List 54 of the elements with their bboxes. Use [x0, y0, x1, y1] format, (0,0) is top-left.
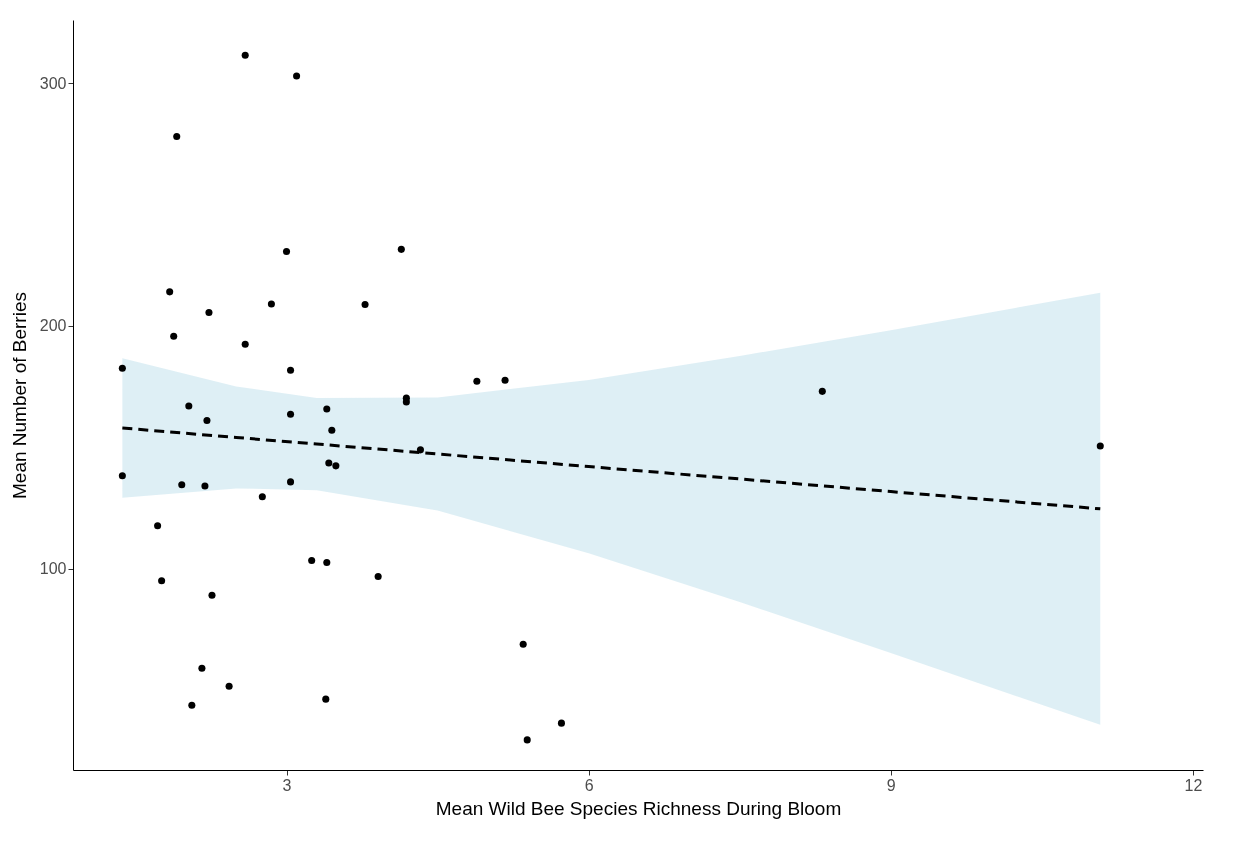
- x-tick-label: 6: [584, 776, 594, 794]
- point: [374, 573, 382, 581]
- point: [523, 736, 531, 744]
- point: [397, 245, 405, 253]
- y-tick-label: 100: [39, 560, 67, 578]
- point: [322, 695, 330, 703]
- y-tick-label: 300: [39, 74, 67, 92]
- x-axis-title: Mean Wild Bee Species Richness During Bloom: [435, 797, 842, 819]
- point: [185, 402, 193, 410]
- point: [282, 248, 291, 256]
- point: [361, 300, 369, 308]
- point: [287, 478, 295, 486]
- point: [166, 288, 174, 296]
- point: [170, 332, 178, 340]
- line-series: [120, 426, 1102, 511]
- point: [287, 366, 295, 374]
- point: [267, 300, 275, 308]
- point: [1096, 442, 1104, 450]
- point: [203, 416, 211, 425]
- point: [293, 72, 301, 80]
- point: [323, 558, 331, 566]
- point: [416, 446, 424, 454]
- point: [328, 426, 336, 434]
- point: [154, 522, 162, 530]
- point: [201, 482, 209, 490]
- x-tick-label: 9: [886, 776, 896, 794]
- point: [198, 664, 206, 672]
- y-tick-label: 200: [39, 317, 67, 335]
- point: [173, 132, 181, 141]
- point: [332, 462, 340, 470]
- point: [225, 682, 233, 690]
- point: [118, 364, 126, 372]
- point: [557, 719, 565, 727]
- point: [188, 701, 196, 709]
- point: [241, 340, 249, 348]
- point: [323, 405, 331, 413]
- point: [818, 387, 826, 395]
- point: [308, 557, 316, 565]
- point: [118, 472, 126, 480]
- point: [241, 51, 249, 59]
- x-tick-label: 3: [282, 776, 292, 794]
- y-axis-title: Mean Number of Berries: [8, 292, 30, 499]
- point: [501, 376, 509, 384]
- point: [178, 481, 186, 489]
- point: [519, 640, 527, 648]
- point: [325, 459, 333, 467]
- point: [473, 377, 481, 385]
- x-tick-label: 12: [1184, 776, 1203, 794]
- point: [258, 493, 266, 501]
- point: [205, 308, 213, 316]
- point: [158, 577, 166, 585]
- point: [287, 410, 295, 418]
- point: [402, 398, 410, 406]
- point: [208, 591, 216, 599]
